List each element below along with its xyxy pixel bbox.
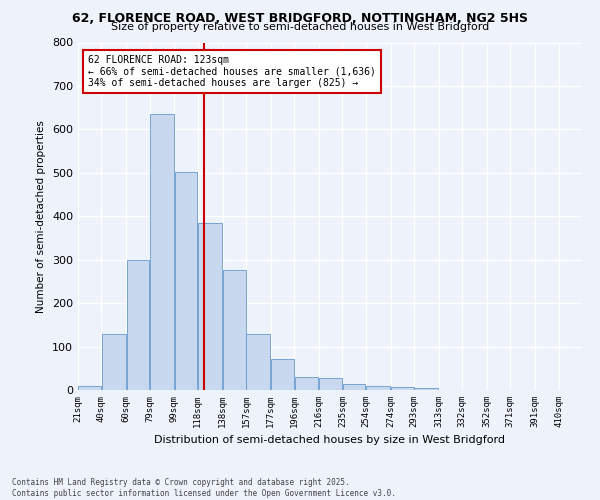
Bar bbox=[415, 388, 438, 390]
Y-axis label: Number of semi-detached properties: Number of semi-detached properties bbox=[37, 120, 46, 312]
Bar bbox=[79, 386, 101, 390]
Bar bbox=[102, 334, 125, 390]
Bar bbox=[199, 223, 222, 390]
Bar bbox=[391, 386, 413, 390]
Bar bbox=[175, 172, 197, 390]
Text: 62 FLORENCE ROAD: 123sqm
← 66% of semi-detached houses are smaller (1,636)
34% o: 62 FLORENCE ROAD: 123sqm ← 66% of semi-d… bbox=[88, 54, 376, 88]
Bar bbox=[127, 260, 149, 390]
Bar bbox=[223, 270, 245, 390]
Bar bbox=[247, 334, 270, 390]
Bar bbox=[150, 114, 174, 390]
Bar bbox=[319, 378, 342, 390]
Bar bbox=[343, 384, 365, 390]
X-axis label: Distribution of semi-detached houses by size in West Bridgford: Distribution of semi-detached houses by … bbox=[155, 436, 505, 446]
Bar bbox=[367, 386, 390, 390]
Bar bbox=[295, 378, 319, 390]
Bar bbox=[271, 358, 293, 390]
Text: Size of property relative to semi-detached houses in West Bridgford: Size of property relative to semi-detach… bbox=[111, 22, 489, 32]
Text: 62, FLORENCE ROAD, WEST BRIDGFORD, NOTTINGHAM, NG2 5HS: 62, FLORENCE ROAD, WEST BRIDGFORD, NOTTI… bbox=[72, 12, 528, 26]
Text: Contains HM Land Registry data © Crown copyright and database right 2025.
Contai: Contains HM Land Registry data © Crown c… bbox=[12, 478, 396, 498]
